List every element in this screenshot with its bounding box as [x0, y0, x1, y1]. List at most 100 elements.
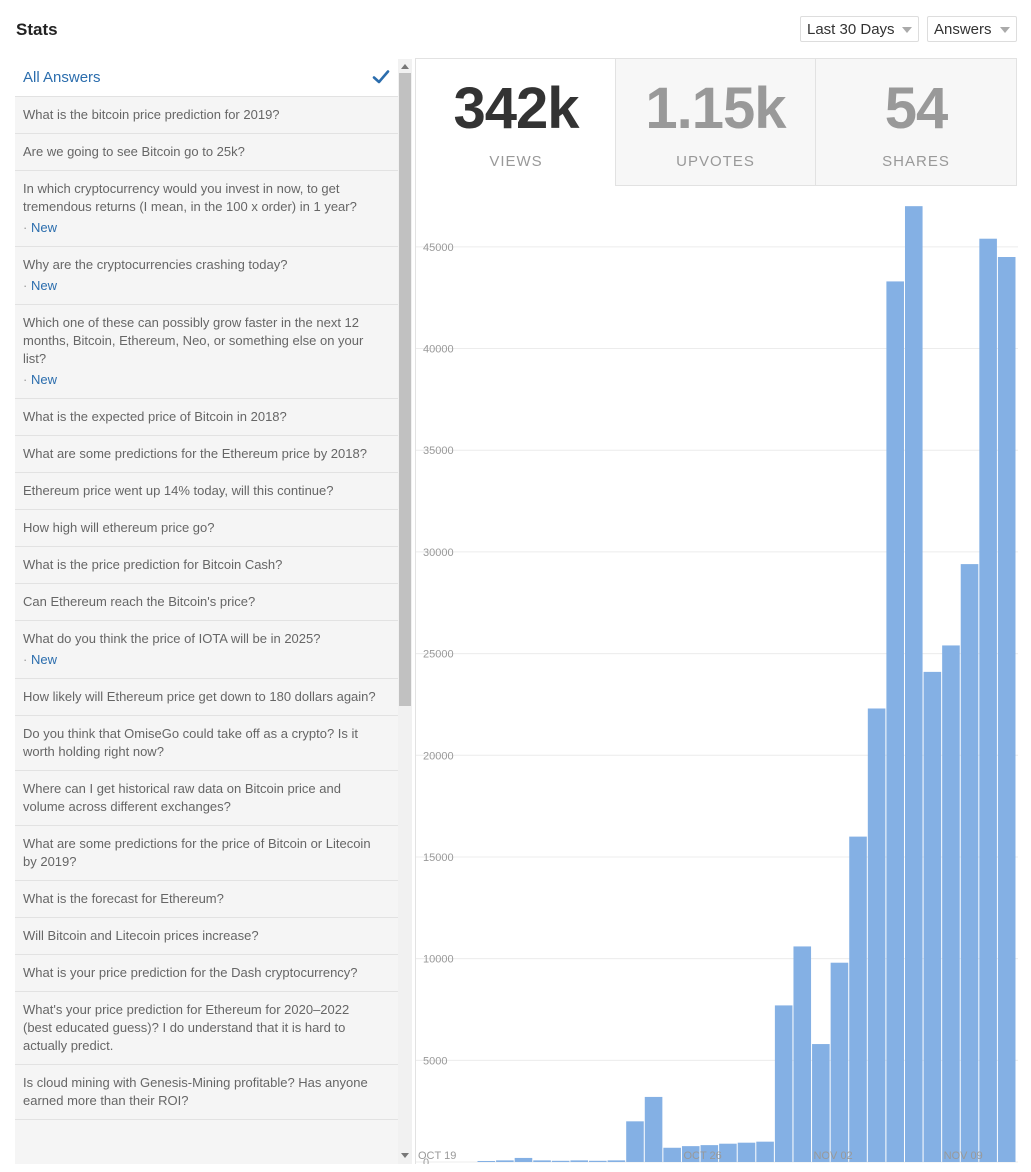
views-bar[interactable]: [904, 206, 923, 1162]
new-badge-label: New: [30, 278, 57, 293]
question-item[interactable]: Are we going to see Bitcoin go to 25k?: [15, 134, 398, 171]
shares-label: SHARES: [882, 153, 950, 170]
question-text: Is cloud mining with Genesis-Mining prof…: [23, 1075, 368, 1108]
views-bar[interactable]: [849, 836, 867, 1162]
upvotes-label: UPVOTES: [676, 153, 755, 170]
views-bar[interactable]: [774, 1005, 793, 1162]
question-item[interactable]: What is the expected price of Bitcoin in…: [15, 399, 398, 436]
upvotes-tab[interactable]: 1.15k UPVOTES: [615, 58, 816, 186]
question-item[interactable]: What is your price prediction for the Da…: [15, 955, 398, 992]
question-item[interactable]: Can Ethereum reach the Bitcoin's price?: [15, 584, 398, 621]
views-bar[interactable]: [737, 1142, 756, 1162]
new-badge-prefix: ·: [23, 220, 31, 235]
views-bar[interactable]: [496, 1160, 514, 1162]
views-bar[interactable]: [923, 671, 942, 1162]
shares-tab[interactable]: 54 SHARES: [815, 58, 1017, 186]
y-tick-label: 45000: [423, 242, 454, 254]
views-bar[interactable]: [886, 281, 904, 1162]
views-bar[interactable]: [589, 1160, 607, 1162]
views-bar[interactable]: [812, 1044, 830, 1162]
new-badge: · New: [23, 371, 378, 389]
question-text: How high will ethereum price go?: [23, 520, 215, 535]
x-tick-label: OCT 19: [418, 1150, 456, 1162]
x-tick-label: NOV 02: [814, 1150, 853, 1162]
question-text: What is the expected price of Bitcoin in…: [23, 409, 287, 424]
views-bar[interactable]: [997, 257, 1016, 1163]
question-item[interactable]: Do you think that OmiseGo could take off…: [15, 716, 398, 771]
question-text: Where can I get historical raw data on B…: [23, 781, 341, 814]
new-badge-label: New: [30, 372, 57, 387]
new-badge: · New: [23, 651, 378, 669]
all-answers-item[interactable]: All Answers: [15, 59, 398, 97]
question-text: What is the forecast for Ethereum?: [23, 891, 224, 906]
views-bar[interactable]: [719, 1143, 737, 1162]
question-item[interactable]: What are some predictions for the Ethere…: [15, 436, 398, 473]
date-range-dropdown[interactable]: Last 30 Days: [800, 16, 919, 42]
views-tab[interactable]: 342k VIEWS: [415, 58, 616, 186]
content-type-dropdown[interactable]: Answers: [927, 16, 1017, 42]
scroll-down-icon[interactable]: [401, 1153, 409, 1158]
question-item[interactable]: Why are the cryptocurrencies crashing to…: [15, 247, 398, 305]
question-item[interactable]: What is the price prediction for Bitcoin…: [15, 547, 398, 584]
views-bar[interactable]: [514, 1157, 533, 1162]
views-bar[interactable]: [960, 564, 979, 1162]
question-item[interactable]: In which cryptocurrency would you invest…: [15, 171, 398, 247]
header: Stats Last 30 Days Answers: [0, 0, 1031, 58]
views-bar[interactable]: [979, 238, 997, 1162]
question-item[interactable]: What is the bitcoin price prediction for…: [15, 97, 398, 134]
views-bar[interactable]: [477, 1160, 496, 1162]
sidebar-scrollbar[interactable]: [398, 59, 412, 1164]
question-text: What is the price prediction for Bitcoin…: [23, 557, 283, 572]
content-type-label: Answers: [934, 21, 992, 38]
question-item[interactable]: How likely will Ethereum price get down …: [15, 679, 398, 716]
views-bar[interactable]: [663, 1147, 681, 1162]
views-bar[interactable]: [942, 645, 960, 1162]
question-text: What is the bitcoin price prediction for…: [23, 107, 280, 122]
views-label: VIEWS: [489, 153, 543, 170]
views-bar[interactable]: [793, 946, 812, 1162]
new-badge: · New: [23, 219, 378, 237]
views-bar[interactable]: [867, 708, 886, 1162]
chevron-down-icon: [1000, 27, 1010, 33]
new-badge: · New: [23, 277, 378, 295]
question-item[interactable]: Ethereum price went up 14% today, will t…: [15, 473, 398, 510]
views-bar[interactable]: [570, 1160, 589, 1162]
shares-value: 54: [884, 76, 949, 141]
views-bar[interactable]: [551, 1160, 570, 1162]
all-answers-label: All Answers: [23, 69, 101, 86]
y-tick-label: 30000: [423, 547, 454, 559]
views-bar-chart: 0 5000 10000 15000 20000 25000 30000 35000 40000…: [416, 206, 1018, 1164]
page-title: Stats: [16, 20, 58, 39]
question-item[interactable]: Will Bitcoin and Litecoin prices increas…: [15, 918, 398, 955]
question-item[interactable]: Is cloud mining with Genesis-Mining prof…: [15, 1065, 398, 1120]
question-item[interactable]: What's your price prediction for Ethereu…: [15, 992, 398, 1065]
y-tick-label: 15000: [423, 852, 454, 864]
views-bar[interactable]: [533, 1160, 551, 1162]
views-bar[interactable]: [830, 962, 849, 1162]
y-tick-label: 35000: [423, 445, 454, 457]
question-item[interactable]: What is the forecast for Ethereum?: [15, 881, 398, 918]
views-bar[interactable]: [756, 1141, 774, 1162]
views-bar[interactable]: [644, 1096, 663, 1162]
question-item[interactable]: What are some predictions for the price …: [15, 826, 398, 881]
question-text: Are we going to see Bitcoin go to 25k?: [23, 144, 245, 159]
question-item[interactable]: What do you think the price of IOTA will…: [15, 621, 398, 679]
views-bar[interactable]: [700, 1145, 719, 1162]
scroll-up-icon[interactable]: [401, 64, 409, 69]
question-text: Ethereum price went up 14% today, will t…: [23, 483, 334, 498]
question-item[interactable]: Which one of these can possibly grow fas…: [15, 305, 398, 399]
new-badge-prefix: ·: [23, 372, 31, 387]
views-bar[interactable]: [607, 1160, 626, 1162]
question-text: Will Bitcoin and Litecoin prices increas…: [23, 928, 259, 943]
y-tick-label: 20000: [423, 750, 454, 762]
scroll-thumb[interactable]: [399, 73, 411, 706]
y-tick-label: 10000: [423, 954, 454, 966]
question-item[interactable]: Where can I get historical raw data on B…: [15, 771, 398, 826]
chevron-down-icon: [902, 27, 912, 33]
views-bar[interactable]: [626, 1121, 644, 1162]
stats-summary: 342k VIEWS 1.15k UPVOTES 54 SHARES: [415, 58, 1017, 186]
question-text: What's your price prediction for Ethereu…: [23, 1002, 350, 1053]
views-bar[interactable]: [681, 1146, 700, 1162]
question-item[interactable]: How high will ethereum price go?: [15, 510, 398, 547]
question-text: What do you think the price of IOTA will…: [23, 631, 321, 646]
